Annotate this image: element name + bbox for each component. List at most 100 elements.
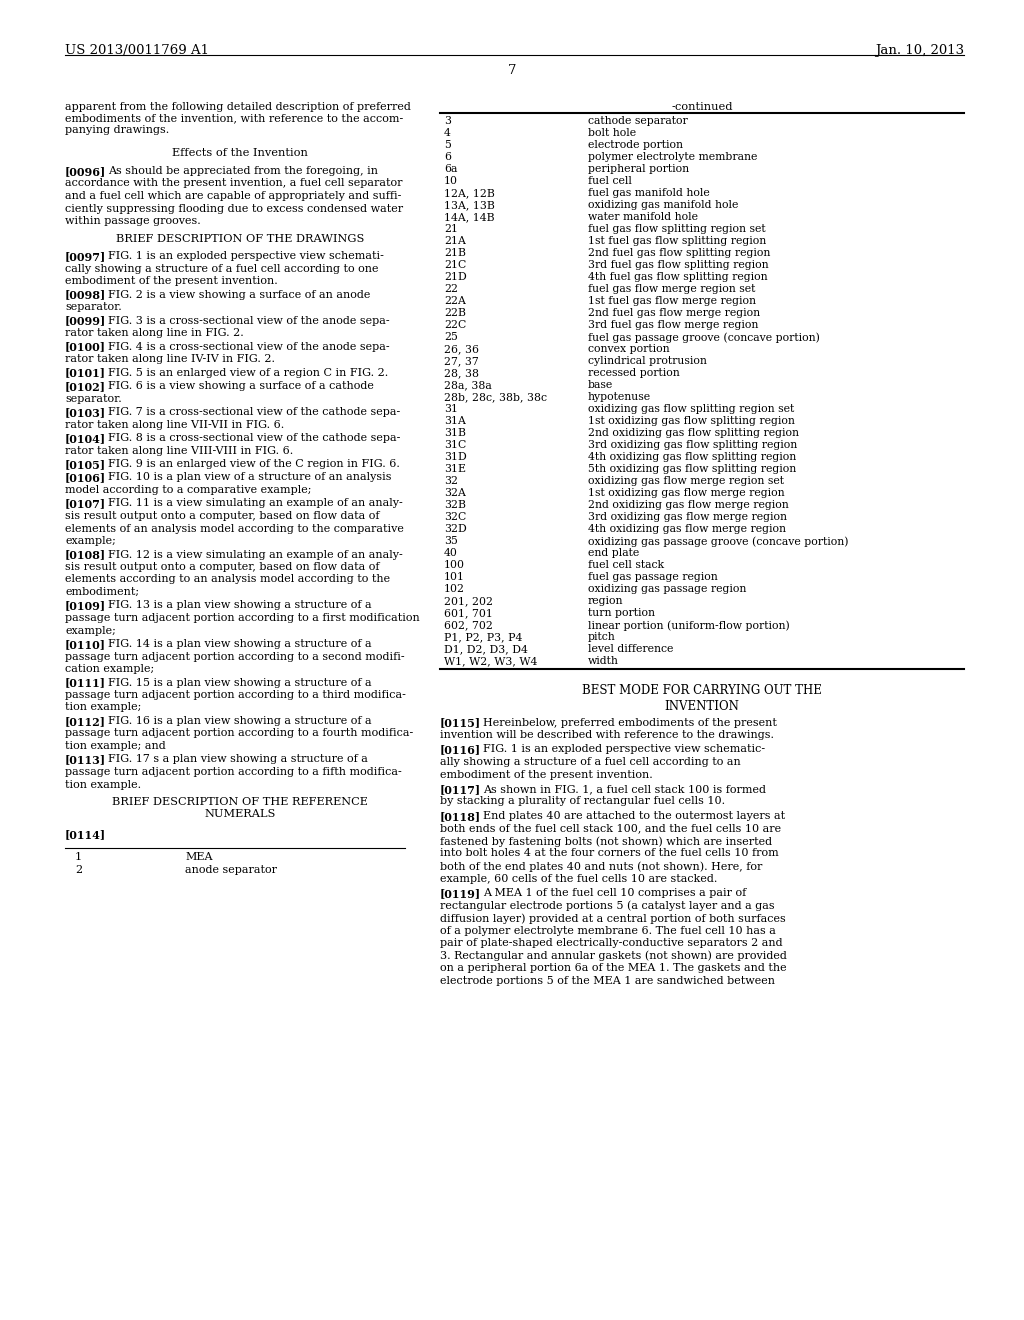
Text: fuel cell: fuel cell: [588, 177, 632, 186]
Text: electrode portions 5 of the MEA 1 are sandwiched between: electrode portions 5 of the MEA 1 are sa…: [440, 975, 775, 986]
Text: FIG. 11 is a view simulating an example of an analy-: FIG. 11 is a view simulating an example …: [108, 499, 402, 508]
Text: 5th oxidizing gas flow splitting region: 5th oxidizing gas flow splitting region: [588, 465, 797, 474]
Text: level difference: level difference: [588, 644, 674, 655]
Text: End plates 40 are attached to the outermost layers at: End plates 40 are attached to the outerm…: [483, 810, 785, 821]
Text: BRIEF DESCRIPTION OF THE DRAWINGS: BRIEF DESCRIPTION OF THE DRAWINGS: [116, 234, 365, 243]
Text: [0098]: [0098]: [65, 289, 106, 301]
Text: oxidizing gas flow merge region set: oxidizing gas flow merge region set: [588, 477, 784, 487]
Text: 22B: 22B: [444, 309, 466, 318]
Text: FIG. 14 is a plan view showing a structure of a: FIG. 14 is a plan view showing a structu…: [108, 639, 372, 649]
Text: 101: 101: [444, 573, 465, 582]
Text: 3: 3: [444, 116, 451, 127]
Text: 21A: 21A: [444, 236, 466, 247]
Text: on a peripheral portion 6a of the MEA 1. The gaskets and the: on a peripheral portion 6a of the MEA 1.…: [440, 964, 786, 973]
Text: 28a, 38a: 28a, 38a: [444, 380, 492, 391]
Text: As shown in FIG. 1, a fuel cell stack 100 is formed: As shown in FIG. 1, a fuel cell stack 10…: [483, 784, 766, 795]
Text: [0100]: [0100]: [65, 342, 106, 352]
Text: and a fuel cell which are capable of appropriately and suffi-: and a fuel cell which are capable of app…: [65, 191, 401, 201]
Text: bolt hole: bolt hole: [588, 128, 636, 139]
Text: tion example.: tion example.: [65, 780, 141, 789]
Text: [0118]: [0118]: [440, 810, 481, 822]
Text: fuel gas passage region: fuel gas passage region: [588, 573, 718, 582]
Text: 2nd fuel gas flow merge region: 2nd fuel gas flow merge region: [588, 309, 760, 318]
Text: model according to a comparative example;: model according to a comparative example…: [65, 484, 311, 495]
Text: 25: 25: [444, 333, 458, 342]
Text: 4th oxidizing gas flow merge region: 4th oxidizing gas flow merge region: [588, 524, 786, 535]
Text: FIG. 15 is a plan view showing a structure of a: FIG. 15 is a plan view showing a structu…: [108, 677, 372, 688]
Text: 3rd fuel gas flow merge region: 3rd fuel gas flow merge region: [588, 321, 759, 330]
Text: FIG. 5 is an enlarged view of a region C in FIG. 2.: FIG. 5 is an enlarged view of a region C…: [108, 367, 388, 378]
Text: elements of an analysis model according to the comparative: elements of an analysis model according …: [65, 524, 403, 533]
Text: sis result output onto a computer, based on flow data of: sis result output onto a computer, based…: [65, 511, 380, 521]
Text: [0108]: [0108]: [65, 549, 106, 561]
Text: 1st fuel gas flow merge region: 1st fuel gas flow merge region: [588, 297, 756, 306]
Text: 4th fuel gas flow splitting region: 4th fuel gas flow splitting region: [588, 272, 768, 282]
Text: 3rd oxidizing gas flow merge region: 3rd oxidizing gas flow merge region: [588, 512, 787, 523]
Text: apparent from the following detailed description of preferred
embodiments of the: apparent from the following detailed des…: [65, 102, 411, 135]
Text: turn portion: turn portion: [588, 609, 655, 619]
Text: Effects of the Invention: Effects of the Invention: [172, 149, 308, 158]
Text: base: base: [588, 380, 613, 391]
Text: 201, 202: 201, 202: [444, 597, 493, 606]
Text: FIG. 12 is a view simulating an example of an analy-: FIG. 12 is a view simulating an example …: [108, 549, 402, 560]
Text: FIG. 1 is an exploded perspective view schemati-: FIG. 1 is an exploded perspective view s…: [108, 251, 384, 261]
Text: 6a: 6a: [444, 165, 458, 174]
Text: FIG. 9 is an enlarged view of the C region in FIG. 6.: FIG. 9 is an enlarged view of the C regi…: [108, 459, 400, 469]
Text: separator.: separator.: [65, 302, 122, 312]
Text: 2nd oxidizing gas flow merge region: 2nd oxidizing gas flow merge region: [588, 500, 788, 511]
Text: [0103]: [0103]: [65, 407, 106, 418]
Text: within passage grooves.: within passage grooves.: [65, 216, 201, 226]
Text: passage turn adjacent portion according to a fifth modifica-: passage turn adjacent portion according …: [65, 767, 401, 777]
Text: by stacking a plurality of rectangular fuel cells 10.: by stacking a plurality of rectangular f…: [440, 796, 725, 807]
Text: convex portion: convex portion: [588, 345, 670, 355]
Text: 14A, 14B: 14A, 14B: [444, 213, 495, 223]
Text: oxidizing gas flow splitting region set: oxidizing gas flow splitting region set: [588, 404, 795, 414]
Text: 28b, 28c, 38b, 38c: 28b, 28c, 38b, 38c: [444, 392, 547, 403]
Text: 602, 702: 602, 702: [444, 620, 493, 631]
Text: [0109]: [0109]: [65, 601, 106, 611]
Text: end plate: end plate: [588, 549, 639, 558]
Text: [0114]: [0114]: [65, 829, 106, 840]
Text: separator.: separator.: [65, 393, 122, 404]
Text: 32C: 32C: [444, 512, 466, 523]
Text: pair of plate-shaped electrically-conductive separators 2 and: pair of plate-shaped electrically-conduc…: [440, 939, 782, 948]
Text: oxidizing gas passage region: oxidizing gas passage region: [588, 585, 746, 594]
Text: P1, P2, P3, P4: P1, P2, P3, P4: [444, 632, 522, 643]
Text: example, 60 cells of the fuel cells 10 are stacked.: example, 60 cells of the fuel cells 10 a…: [440, 874, 718, 883]
Text: 40: 40: [444, 549, 458, 558]
Text: 1st oxidizing gas flow merge region: 1st oxidizing gas flow merge region: [588, 488, 784, 499]
Text: 2: 2: [75, 865, 82, 875]
Text: 21: 21: [444, 224, 458, 235]
Text: [0115]: [0115]: [440, 718, 481, 729]
Text: fuel gas manifold hole: fuel gas manifold hole: [588, 189, 710, 198]
Text: BEST MODE FOR CARRYING OUT THE
INVENTION: BEST MODE FOR CARRYING OUT THE INVENTION: [582, 685, 822, 713]
Text: fastened by fastening bolts (not shown) which are inserted: fastened by fastening bolts (not shown) …: [440, 836, 772, 846]
Text: 22A: 22A: [444, 297, 466, 306]
Text: 10: 10: [444, 177, 458, 186]
Text: [0105]: [0105]: [65, 459, 106, 470]
Text: embodiment of the present invention.: embodiment of the present invention.: [440, 770, 652, 780]
Text: W1, W2, W3, W4: W1, W2, W3, W4: [444, 656, 538, 667]
Text: As should be appreciated from the foregoing, in: As should be appreciated from the forego…: [108, 166, 378, 176]
Text: D1, D2, D3, D4: D1, D2, D3, D4: [444, 644, 528, 655]
Text: FIG. 3 is a cross-sectional view of the anode sepa-: FIG. 3 is a cross-sectional view of the …: [108, 315, 389, 326]
Text: [0110]: [0110]: [65, 639, 106, 649]
Text: oxidizing gas passage groove (concave portion): oxidizing gas passage groove (concave po…: [588, 536, 849, 546]
Text: 21C: 21C: [444, 260, 466, 271]
Text: MEA: MEA: [185, 853, 213, 862]
Text: FIG. 16 is a plan view showing a structure of a: FIG. 16 is a plan view showing a structu…: [108, 715, 372, 726]
Text: 102: 102: [444, 585, 465, 594]
Text: anode separator: anode separator: [185, 865, 278, 875]
Text: FIG. 6 is a view showing a surface of a cathode: FIG. 6 is a view showing a surface of a …: [108, 381, 374, 391]
Text: fuel cell stack: fuel cell stack: [588, 561, 665, 570]
Text: 31: 31: [444, 404, 458, 414]
Text: ciently suppressing flooding due to excess condensed water: ciently suppressing flooding due to exce…: [65, 203, 403, 214]
Text: 31C: 31C: [444, 441, 466, 450]
Text: 4: 4: [444, 128, 451, 139]
Text: [0101]: [0101]: [65, 367, 106, 379]
Text: invention will be described with reference to the drawings.: invention will be described with referen…: [440, 730, 774, 741]
Text: FIG. 2 is a view showing a surface of an anode: FIG. 2 is a view showing a surface of an…: [108, 289, 371, 300]
Text: [0104]: [0104]: [65, 433, 106, 444]
Text: rator taken along line VII-VII in FIG. 6.: rator taken along line VII-VII in FIG. 6…: [65, 420, 285, 429]
Text: example;: example;: [65, 536, 116, 546]
